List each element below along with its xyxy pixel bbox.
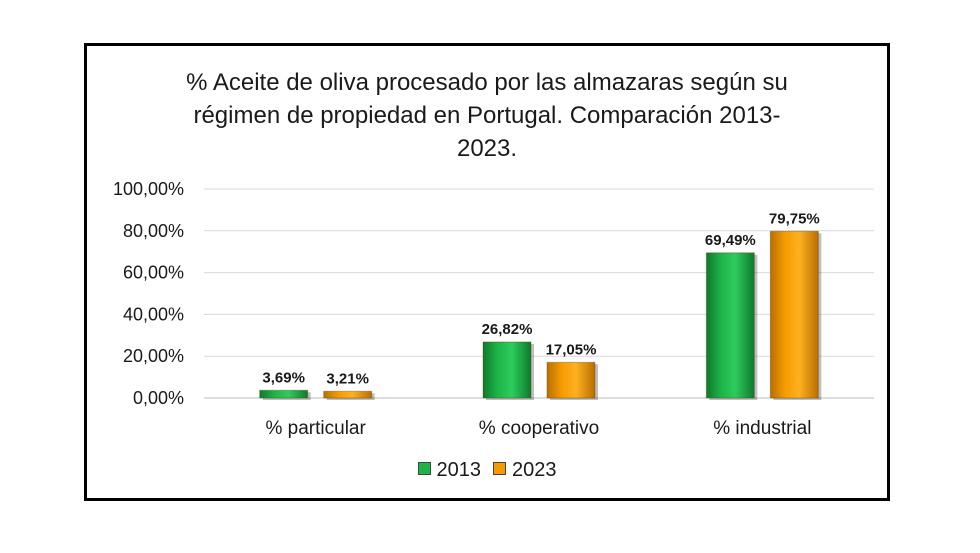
data-label: 79,75% [769,210,820,227]
data-label: 26,82% [482,321,533,338]
legend-label: 2013 [436,459,482,481]
legend-swatch [417,462,431,475]
chart-frame: % Aceite de oliva procesado por las alma… [84,43,890,501]
data-label: 3,21% [326,370,369,387]
bar-2013-0 [259,389,309,399]
x-category-label: % cooperativo [479,418,599,439]
y-tick-label: 20,00% [123,346,184,366]
y-tick-label: 40,00% [123,304,184,324]
legend-item: 2013 [417,459,482,482]
chart-title: % Aceite de oliva procesado por las alma… [87,66,887,165]
bar-2023-1 [546,361,596,399]
chart-title-line-1: % Aceite de oliva procesado por las alma… [186,69,788,96]
y-tick-label: 100,00% [113,179,184,199]
bar-chart-plot: 0,00% 20,00% 40,00% 60,00% 80,00% 100,00% 3,69… [113,179,874,439]
legend-swatch [493,462,506,475]
chart-legend: 2013 2023 [87,459,887,482]
bar-2013-1 [482,341,532,399]
x-category-label: % industrial [713,418,811,439]
chart-title-line-2: régimen de propiedad en Portugal. Compar… [193,102,781,129]
x-category-label: % particular [266,418,367,439]
data-label: 17,05% [546,341,597,358]
chart-title-line-3: 2023. [456,135,518,162]
legend-label: 2023 [512,459,557,481]
legend-item: 2023 [493,459,557,482]
y-tick-label: 80,00% [123,221,184,241]
bar-2023-0 [323,390,373,399]
data-label: 3,69% [262,369,305,386]
y-tick-label: 60,00% [123,263,184,283]
data-label: 69,49% [705,232,756,249]
y-tick-label: 0,00% [133,388,184,408]
bar-2023-2 [769,230,819,399]
bar-2013-2 [705,252,755,399]
